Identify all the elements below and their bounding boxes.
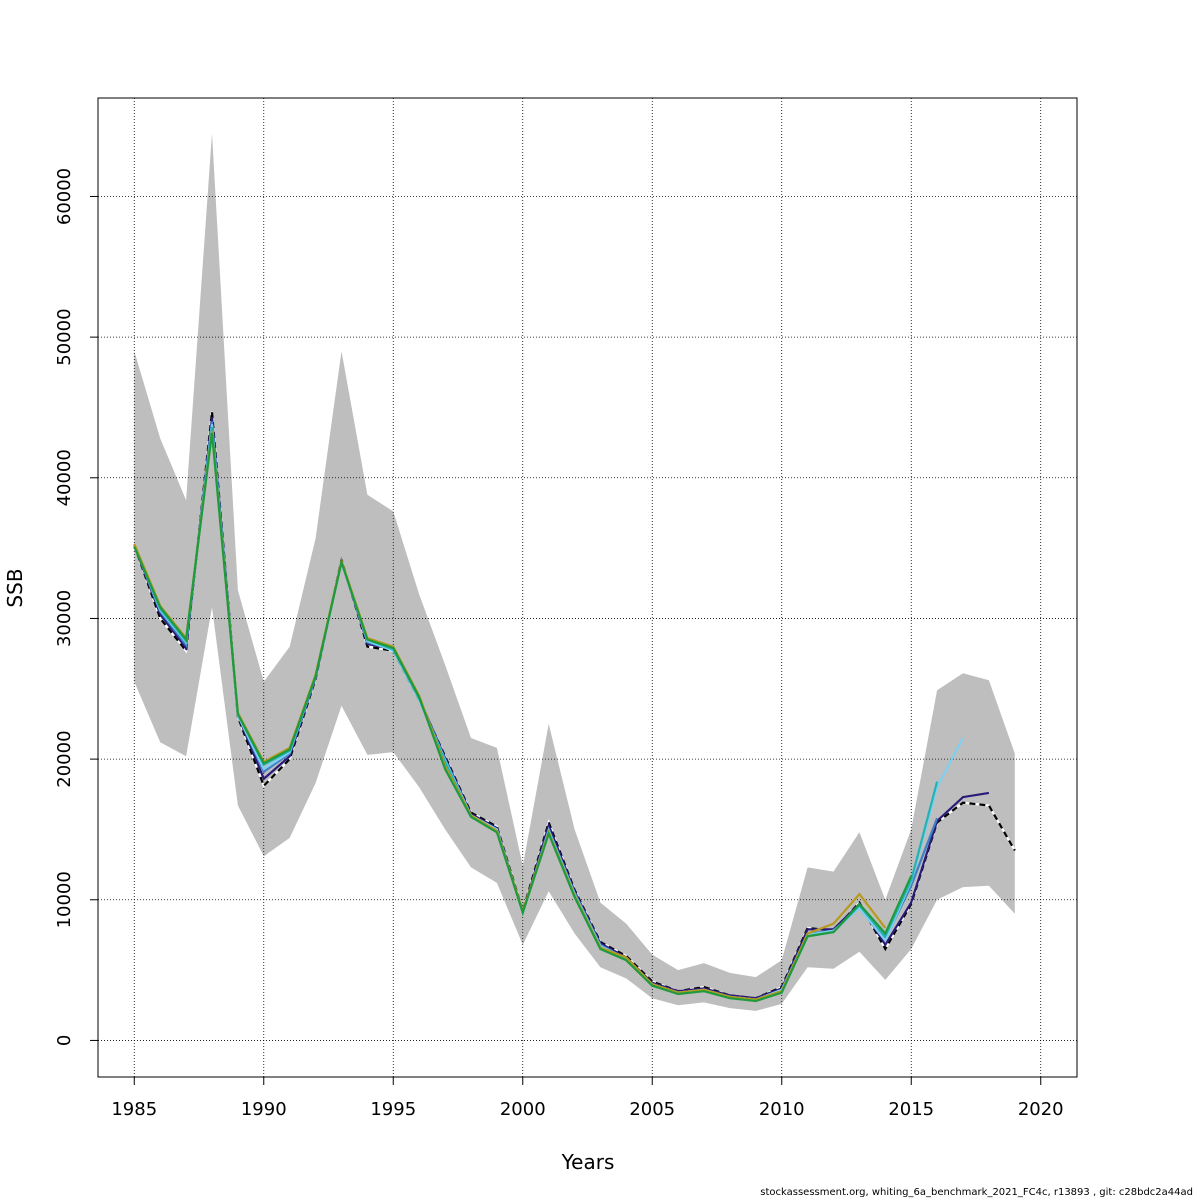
footer-note: stockassessment.org, whiting_6a_benchmar… — [760, 1187, 1193, 1198]
x-tick-label: 2015 — [888, 1099, 934, 1120]
y-axis-title: SSB — [3, 568, 27, 607]
y-tick-label: 50000 — [54, 308, 75, 365]
y-tick-label: 10000 — [54, 871, 75, 928]
y-axis: 0 10000 20000 30000 40000 50000 60000 — [54, 168, 98, 1046]
y-tick-label: 40000 — [54, 449, 75, 506]
x-tick-label: 2005 — [629, 1099, 675, 1120]
x-tick-label: 2020 — [1018, 1099, 1064, 1120]
series-lines — [133, 411, 1016, 1003]
confidence-band — [134, 133, 1015, 1011]
grid-lines — [98, 98, 1077, 1077]
x-tick-label: 1995 — [370, 1099, 416, 1120]
x-tick-label: 1990 — [241, 1099, 287, 1120]
x-axis-title: Years — [561, 1150, 615, 1174]
y-tick-label: 20000 — [54, 730, 75, 787]
x-axis: 1985 1990 1995 2000 2005 2010 2015 2020 — [111, 1077, 1064, 1120]
y-tick-label: 60000 — [54, 168, 75, 225]
y-tick-label: 0 — [54, 1035, 75, 1046]
x-tick-label: 2010 — [759, 1099, 805, 1120]
x-tick-label: 2000 — [500, 1099, 546, 1120]
confidence-band-area — [134, 133, 1015, 1011]
series-line-7 — [133, 432, 913, 1003]
y-tick-label: 30000 — [54, 590, 75, 647]
x-tick-label: 1985 — [111, 1099, 157, 1120]
plot-frame — [97, 97, 1078, 1078]
